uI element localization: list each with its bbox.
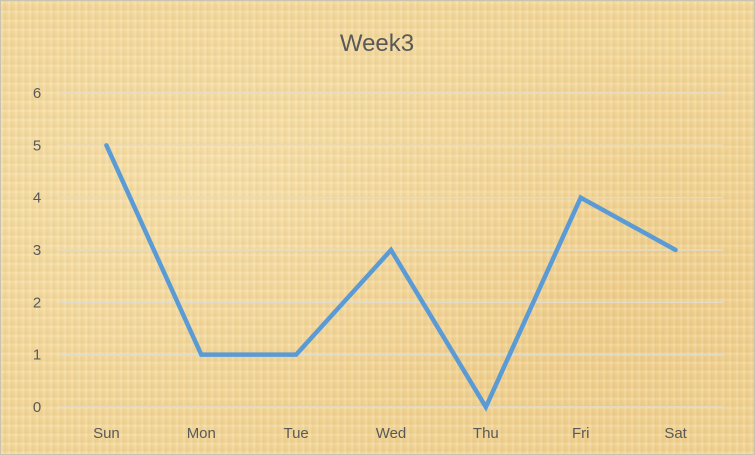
y-tick-label: 4 xyxy=(33,190,41,207)
chart-title: Week3 xyxy=(340,30,414,57)
series-line xyxy=(104,143,678,412)
x-axis-ticks: Sun Mon Tue Wed Thu Fri Sat xyxy=(93,425,688,442)
y-tick-label: 1 xyxy=(33,347,41,364)
gridlines xyxy=(59,92,723,408)
y-tick-label: 3 xyxy=(33,242,41,259)
x-tick-label: Sat xyxy=(664,425,687,442)
x-tick-label: Wed xyxy=(376,425,407,442)
x-tick-label: Tue xyxy=(283,425,308,442)
x-tick-label: Thu xyxy=(473,425,499,442)
y-tick-label: 0 xyxy=(33,399,41,416)
y-axis-ticks: 0 1 2 3 4 5 6 xyxy=(33,85,41,416)
x-tick-label: Mon xyxy=(187,425,216,442)
y-tick-label: 5 xyxy=(33,137,41,154)
series-layer xyxy=(104,143,678,412)
x-tick-label: Fri xyxy=(572,425,590,442)
y-tick-label: 6 xyxy=(33,85,41,102)
y-tick-label: 2 xyxy=(33,294,41,311)
x-tick-label: Sun xyxy=(93,425,120,442)
